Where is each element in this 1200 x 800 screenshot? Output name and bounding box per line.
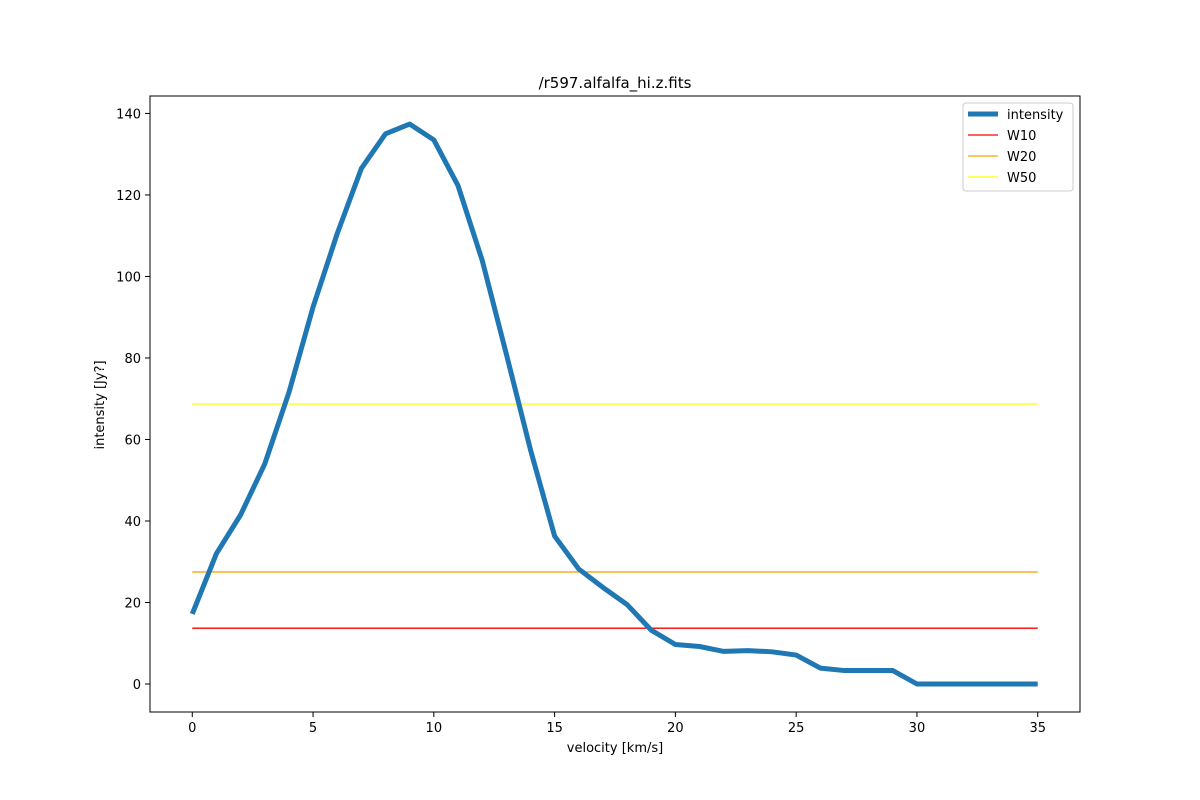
x-tick-label: 0 <box>188 721 196 736</box>
y-axis-label: intensity [Jy?] <box>93 360 108 449</box>
y-tick-label: 100 <box>116 270 141 285</box>
legend-label-w20: W20 <box>1007 150 1036 165</box>
y-tick-label: 0 <box>133 678 141 693</box>
y-tick-label: 120 <box>116 189 141 204</box>
chart-title: /r597.alfalfa_hi.z.fits <box>539 74 692 93</box>
series-line-intensity <box>189 121 1038 687</box>
legend-box <box>962 102 1074 192</box>
legend: intensity W10 W20 W50 <box>962 102 1074 192</box>
x-tick-label: 10 <box>426 721 443 736</box>
x-axis-label: velocity [km/s] <box>567 741 663 756</box>
x-tick-label: 35 <box>1029 721 1046 736</box>
y-tick-label: 40 <box>124 515 141 530</box>
legend-label-intensity: intensity <box>1007 108 1064 123</box>
plot-area: 0 5 10 15 20 25 30 35 0 20 40 60 80 100 120 140 <box>116 95 1081 736</box>
y-tick-label: 140 <box>116 107 141 122</box>
y-tick-label: 60 <box>124 433 141 448</box>
x-tick-label: 25 <box>788 721 805 736</box>
x-tick-label: 5 <box>309 721 317 736</box>
legend-label-w50: W50 <box>1007 171 1036 186</box>
y-tick-label: 80 <box>124 352 141 367</box>
legend-label-w10: W10 <box>1007 129 1036 144</box>
x-tick-label: 20 <box>667 721 684 736</box>
x-tick-label: 30 <box>909 721 926 736</box>
y-tick-label: 20 <box>124 596 141 611</box>
plot-frame <box>149 95 1081 713</box>
x-tick-label: 15 <box>546 721 563 736</box>
